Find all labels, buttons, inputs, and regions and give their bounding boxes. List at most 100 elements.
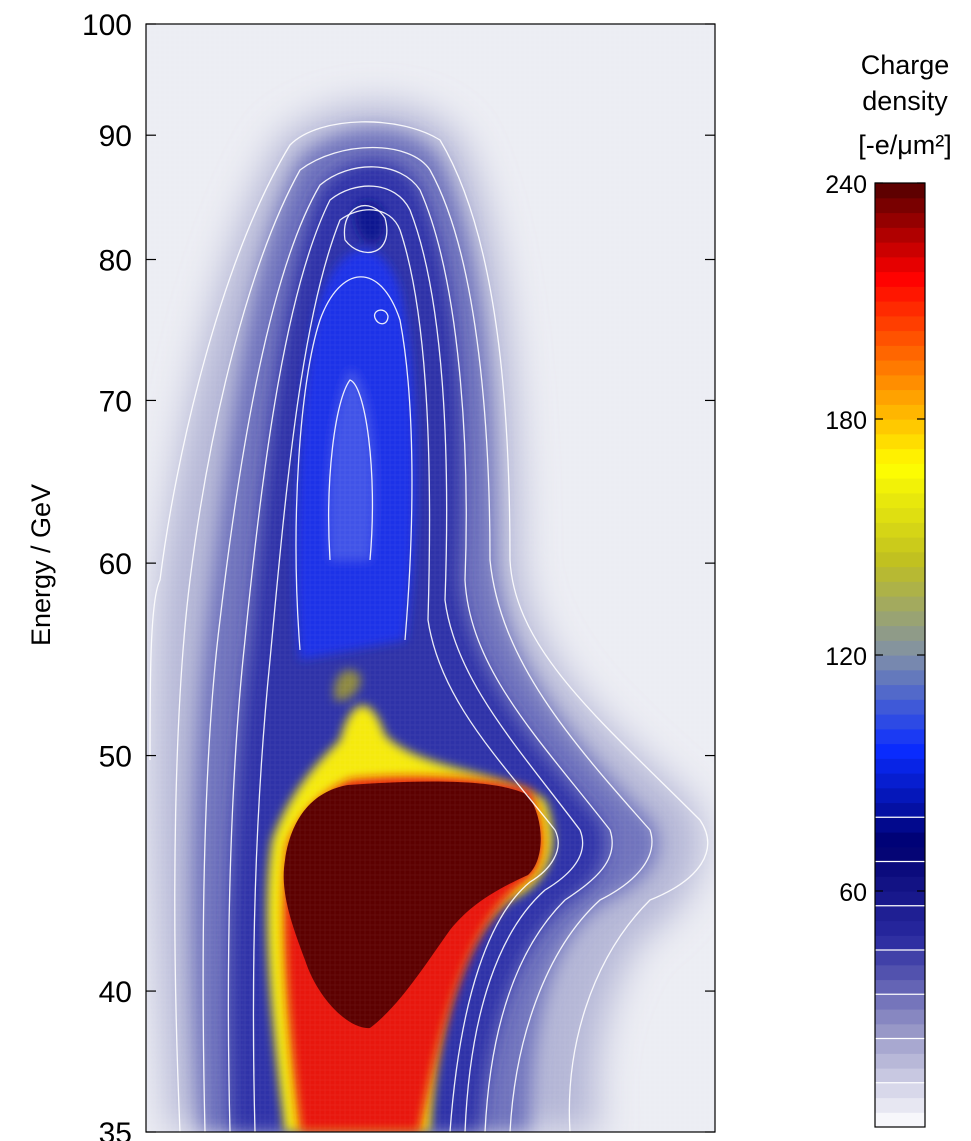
colorbar-segment: [875, 994, 925, 1010]
colorbar-segment: [875, 1009, 925, 1025]
y-axis-title: Energy / GeV: [26, 484, 56, 646]
main-axes: [145, 23, 716, 1133]
contour-3: [202, 166, 613, 1132]
y-tick-label-70: 70: [99, 385, 132, 418]
colorbar-segment: [875, 684, 925, 700]
colorbar-segment: [875, 448, 925, 464]
y-tick-labels: 35 40 50 60 70 80 90 100: [82, 9, 132, 1141]
colorbar-segment: [875, 846, 925, 863]
colorbar-segment: [875, 374, 925, 391]
contour-9: [373, 309, 389, 325]
colorbar-ticks: [875, 182, 925, 892]
y-tick-label-35: 35: [99, 1117, 132, 1141]
colorbar-segment: [875, 1038, 925, 1054]
colorbar-segment: [875, 979, 925, 995]
contour-6: [295, 276, 413, 651]
colorbar-segment: [875, 507, 925, 523]
colorbar-segment: [875, 183, 925, 199]
colorbar-tick-labels: 60 120 180 240: [825, 171, 867, 907]
colorbar-segment: [875, 640, 925, 656]
colorbar-segment: [875, 1023, 925, 1040]
contour-5: [252, 209, 559, 1132]
colorbar-tick-label-240: 240: [825, 171, 867, 199]
colorbar-segments: [875, 183, 925, 1128]
colorbar-segment: [875, 463, 925, 479]
colorbar-segment: [875, 301, 925, 317]
y-tick-label-80: 80: [99, 245, 132, 278]
colorbar-segment: [875, 212, 925, 228]
colorbar-tick-label-120: 120: [825, 643, 867, 671]
colorbar-segment: [875, 551, 925, 568]
colorbar-segment: [875, 625, 925, 641]
colorbar-segment: [875, 315, 925, 332]
colorbar-segment: [875, 286, 925, 302]
colorbar-segment: [875, 610, 925, 627]
colorbar-segment: [875, 478, 925, 494]
colorbar-segment: [875, 802, 925, 818]
colorbar: 60 120 180 240 Charge density [-e/μm²]: [825, 50, 952, 1128]
colorbar-segment: [875, 581, 925, 597]
colorbar-segment: [875, 787, 925, 804]
plot-frame: [145, 23, 716, 1133]
colorbar-segment: [875, 1082, 925, 1099]
contour-8: [343, 205, 388, 254]
colorbar-segment: [875, 433, 925, 450]
colorbar-segment: [875, 537, 925, 553]
colorbar-segment: [875, 728, 925, 745]
pixel-texture: [146, 24, 715, 1132]
colorbar-segment: [875, 669, 925, 686]
colorbar-unit: [-e/μm²]: [858, 130, 952, 160]
colorbar-segment: [875, 655, 925, 671]
colorbar-segment: [875, 389, 925, 405]
y-tick-label-50: 50: [99, 741, 132, 774]
colorbar-segment: [875, 345, 925, 361]
contour-4: [227, 185, 584, 1132]
colorbar-segment: [875, 1053, 925, 1069]
colorbar-segment: [875, 743, 925, 759]
colorbar-segment: [875, 935, 925, 951]
colorbar-segment: [875, 891, 925, 907]
colorbar-segment: [875, 492, 925, 509]
colorbar-segment: [875, 242, 925, 258]
y-tick-label-100: 100: [82, 9, 132, 42]
y-tick-label-60: 60: [99, 548, 132, 581]
colorbar-segment: [875, 227, 925, 243]
colorbar-segment: [875, 920, 925, 936]
y-tick-label-90: 90: [99, 120, 132, 153]
y-tick-label-40: 40: [99, 976, 132, 1009]
colorbar-segment: [875, 566, 925, 582]
colorbar-segment: [875, 419, 925, 435]
colorbar-segment: [875, 861, 925, 877]
contour-lines: [149, 121, 709, 1132]
colorbar-segment: [875, 256, 925, 273]
colorbar-segment: [875, 964, 925, 981]
y-ticks: [146, 23, 715, 1133]
colorbar-segment: [875, 817, 925, 833]
colorbar-segment: [875, 1112, 925, 1128]
contour-2: [174, 146, 653, 1132]
contour-7: [328, 379, 374, 561]
contour-1: [149, 121, 709, 1132]
colorbar-tick-label-180: 180: [825, 407, 867, 435]
colorbar-segment: [875, 832, 925, 848]
colorbar-segment: [875, 197, 925, 214]
colorbar-segment: [875, 714, 925, 730]
heatmap: [146, 24, 715, 1132]
colorbar-segment: [875, 758, 925, 774]
colorbar-title-line-1: Charge: [861, 50, 950, 80]
colorbar-segment: [875, 330, 925, 346]
colorbar-segment: [875, 404, 925, 420]
colorbar-segment: [875, 699, 925, 715]
colorbar-segment: [875, 522, 925, 538]
colorbar-segment: [875, 905, 925, 922]
colorbar-title-line-2: density: [862, 86, 948, 116]
colorbar-segment: [875, 773, 925, 789]
colorbar-segment: [875, 1097, 925, 1113]
colorbar-segment: [875, 950, 925, 966]
colorbar-segment: [875, 271, 925, 287]
colorbar-segment: [875, 596, 925, 612]
colorbar-segment: [875, 1068, 925, 1084]
colorbar-segment: [875, 876, 925, 892]
colorbar-tick-label-60: 60: [839, 879, 867, 907]
